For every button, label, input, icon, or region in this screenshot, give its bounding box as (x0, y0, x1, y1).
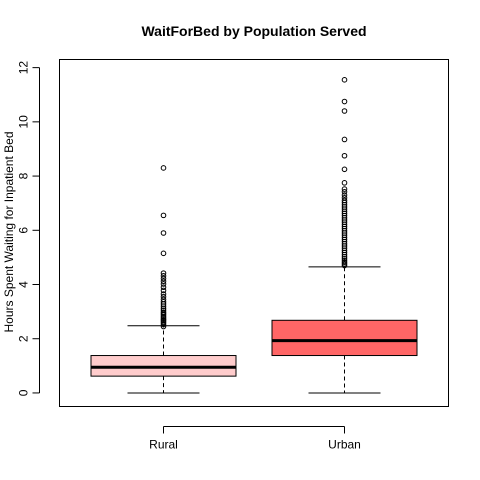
plot-frame (59, 59, 449, 407)
plot-layer: 0 2 4 6 8 10 12 Rural Urban (17, 61, 418, 452)
outlier-point (160, 281, 167, 287)
outlier-point (341, 180, 348, 186)
outlier-point (160, 293, 167, 300)
x-axis: Rural Urban (149, 426, 361, 452)
outlier-point (160, 287, 167, 294)
y-tick-label: 10 (17, 115, 31, 129)
outlier-point (341, 186, 348, 192)
y-tick-label: 2 (17, 335, 31, 342)
y-tick-label: 12 (17, 61, 31, 75)
y-axis: 0 2 4 6 8 10 12 (17, 61, 40, 396)
y-tick-label: 4 (17, 281, 31, 288)
outlier-point (341, 261, 348, 267)
outlier-point (160, 296, 167, 303)
y-tick-label: 8 (17, 172, 31, 179)
outlier-point (341, 98, 348, 105)
outlier-point (341, 152, 348, 159)
outlier-point (341, 194, 348, 201)
chart-title: WaitForBed by Population Served (141, 23, 366, 39)
outlier-point (341, 255, 348, 262)
x-tick-label-rural: Rural (149, 438, 178, 452)
y-axis-label: Hours Spent Waiting for Inpatient Bed (2, 132, 16, 333)
outlier-point (341, 257, 348, 264)
outlier-point (160, 230, 167, 236)
outlier-point (160, 270, 167, 276)
outlier-point (160, 165, 167, 171)
outlier-point (341, 188, 348, 195)
outlier-point (160, 299, 167, 305)
iqr-box (271, 319, 418, 357)
outlier-point (341, 77, 348, 83)
y-tick-label: 6 (17, 227, 31, 234)
outlier-point (160, 284, 167, 291)
box-rural (90, 165, 237, 394)
outlier-point (160, 307, 167, 314)
y-tick-label: 0 (17, 389, 31, 396)
outlier-point (341, 197, 348, 204)
outlier-point (160, 273, 167, 279)
outlier-point (341, 166, 348, 173)
outlier-point (341, 192, 348, 198)
outlier-point (341, 136, 348, 143)
outlier-point (160, 278, 167, 285)
outlier-point (160, 309, 167, 315)
outlier-point (341, 259, 348, 266)
outlier-point (160, 275, 167, 282)
box-urban (271, 77, 418, 394)
outlier-point (160, 250, 167, 257)
outlier-point (160, 291, 167, 297)
outlier-point (341, 108, 348, 114)
outlier-point (160, 212, 167, 219)
x-tick-label-urban: Urban (328, 438, 361, 452)
